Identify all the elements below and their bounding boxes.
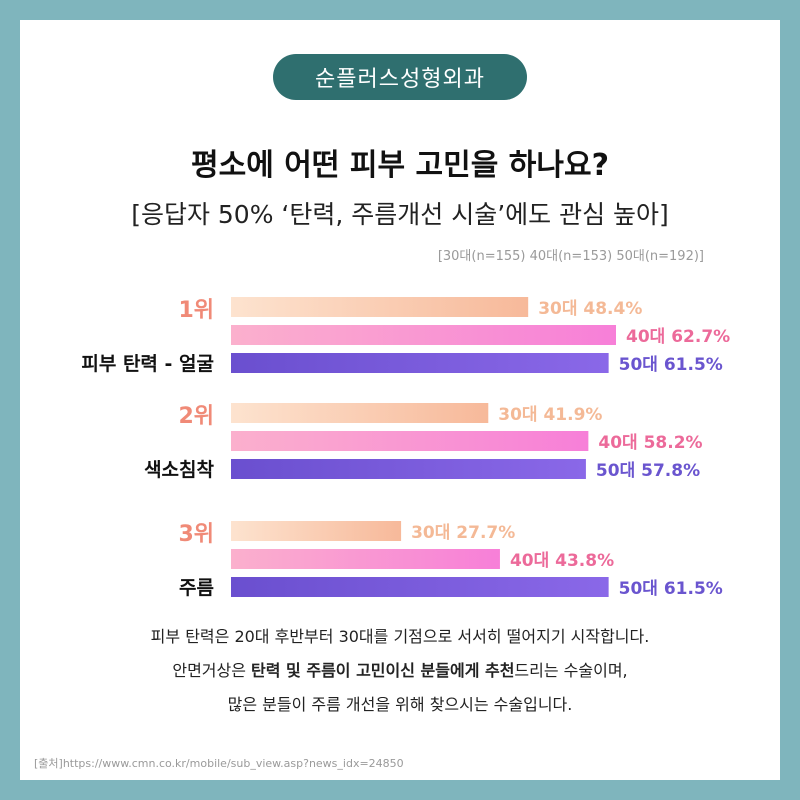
category-label: 색소침착 (144, 459, 214, 481)
bar (231, 521, 402, 541)
bar-value-label: 30대 48.4% (538, 299, 642, 319)
bar-value-label: 40대 43.8% (510, 551, 614, 571)
bar-value-label: 40대 58.2% (598, 433, 702, 453)
bar-value-label: 30대 41.9% (498, 405, 602, 425)
category-label: 주름 (179, 577, 214, 599)
rank-label: 3위 (178, 522, 214, 547)
bar (231, 431, 589, 451)
footer-line-2-bold: 탄력 및 주름이 고민이신 분들에게 추천 (251, 661, 515, 680)
bar (231, 577, 609, 597)
bar-value-label: 50대 61.5% (619, 355, 723, 375)
sample-size-note: [30대(n=155) 40대(n=153) 50대(n=192)] (437, 249, 704, 264)
brand-badge: 순플러스성형외과 (273, 54, 527, 100)
footer-line-2: 안면거상은 탄력 및 주름이 고민이신 분들에게 추천드리는 수술이며, (0, 654, 800, 688)
page-title: 평소에 어떤 피부 고민을 하나요? (191, 148, 609, 183)
bar (231, 297, 529, 317)
footer-text: 피부 탄력은 20대 후반부터 30대를 기점으로 서서히 떨어지기 시작합니다… (0, 620, 800, 722)
bar (231, 459, 586, 479)
card-background (20, 20, 780, 780)
bar-value-label: 50대 61.5% (619, 579, 723, 599)
bar (231, 549, 500, 569)
footer-line-1: 피부 탄력은 20대 후반부터 30대를 기점으로 서서히 떨어지기 시작합니다… (150, 627, 650, 646)
footer-line-3: 많은 분들이 주름 개선을 위해 찾으시는 수술입니다. (227, 695, 573, 714)
rank-label: 1위 (178, 298, 214, 323)
footer-line-2-pre: 안면거상은 (172, 661, 252, 680)
bar-value-label: 30대 27.7% (411, 523, 515, 543)
source-citation: [출처]https://www.cmn.co.kr/mobile/sub_vie… (34, 757, 404, 770)
category-label: 피부 탄력 - 얼굴 (81, 353, 214, 375)
page-subtitle: [응답자 50% ‘탄력, 주름개선 시술’에도 관심 높아] (131, 200, 669, 229)
bar-value-label: 50대 57.8% (596, 461, 700, 481)
bar (231, 403, 489, 423)
bar-value-label: 40대 62.7% (626, 327, 730, 347)
footer-line-2-post: 드리는 수술이며, (514, 661, 628, 680)
bar (231, 353, 609, 373)
bar (231, 325, 616, 345)
rank-label: 2위 (178, 404, 214, 429)
